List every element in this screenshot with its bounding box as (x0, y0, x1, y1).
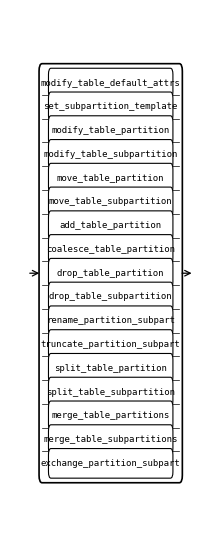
Text: rename_partition_subpart: rename_partition_subpart (46, 316, 175, 325)
Text: truncate_partition_subpart: truncate_partition_subpart (41, 340, 181, 349)
Text: move_table_partition: move_table_partition (57, 174, 164, 183)
FancyBboxPatch shape (48, 92, 173, 122)
Text: split_table_partition: split_table_partition (54, 364, 167, 373)
Text: modify_table_partition: modify_table_partition (52, 126, 170, 135)
Text: split_table_subpartition: split_table_subpartition (46, 387, 175, 397)
FancyBboxPatch shape (48, 140, 173, 169)
Text: set_subpartition_template: set_subpartition_template (43, 102, 178, 111)
Text: modify_table_subpartition: modify_table_subpartition (43, 150, 178, 159)
Text: drop_table_partition: drop_table_partition (57, 269, 164, 278)
FancyBboxPatch shape (48, 353, 173, 383)
Text: merge_table_subpartitions: merge_table_subpartitions (43, 435, 178, 444)
FancyBboxPatch shape (48, 306, 173, 335)
Text: exchange_partition_subpart: exchange_partition_subpart (41, 459, 181, 468)
FancyBboxPatch shape (48, 235, 173, 264)
FancyBboxPatch shape (48, 68, 173, 98)
Text: coalesce_table_partition: coalesce_table_partition (46, 245, 175, 254)
FancyBboxPatch shape (48, 329, 173, 359)
Text: add_table_partition: add_table_partition (60, 221, 162, 230)
FancyBboxPatch shape (48, 187, 173, 217)
FancyBboxPatch shape (48, 401, 173, 431)
FancyBboxPatch shape (48, 425, 173, 454)
FancyBboxPatch shape (48, 163, 173, 193)
FancyBboxPatch shape (48, 259, 173, 288)
FancyBboxPatch shape (48, 282, 173, 312)
Text: merge_table_partitions: merge_table_partitions (52, 411, 170, 420)
Text: modify_table_default_attrs: modify_table_default_attrs (41, 78, 181, 88)
FancyBboxPatch shape (48, 377, 173, 407)
FancyBboxPatch shape (39, 64, 182, 483)
FancyBboxPatch shape (48, 116, 173, 146)
FancyBboxPatch shape (48, 211, 173, 240)
Text: drop_table_subpartition: drop_table_subpartition (49, 293, 173, 301)
FancyBboxPatch shape (48, 448, 173, 478)
Text: move_table_subpartition: move_table_subpartition (49, 197, 173, 207)
